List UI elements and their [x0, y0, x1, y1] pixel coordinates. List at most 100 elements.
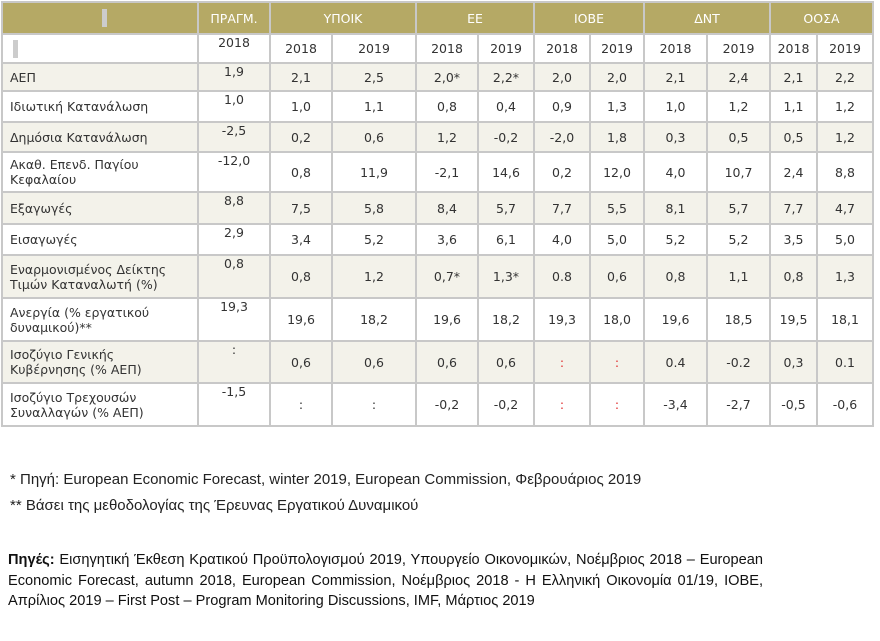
table-cell: 2,1 [269, 62, 333, 92]
table-cell: 2,4 [706, 62, 771, 92]
table-cell: 0,8 [415, 90, 479, 123]
table-cell: 3,5 [769, 223, 818, 256]
table-cell: 19,6 [269, 297, 333, 342]
source-header: ΠΡΑΓΜ. [197, 1, 271, 35]
table-cell: 14,6 [477, 151, 535, 193]
year-header-row: 2018 2018 2019 2018 2019 2018 2019 2018 2019 2018… [1, 33, 874, 64]
table-row: Ανεργία (% εργατικού δυναμικού)** 19,3 19,… [1, 297, 874, 342]
table-cell: 8,8 [197, 191, 271, 225]
year-header: 2019 [477, 33, 535, 64]
table-cell: 4,0 [643, 151, 708, 193]
table-cell: 0,3 [769, 340, 818, 384]
table-row: Εισαγωγές 2,9 3,4 5,2 3,6 6,1 4,0 5,0 5,2 5,2 3,5 5… [1, 223, 874, 256]
table-cell: 1,8 [589, 121, 645, 153]
table-cell: 5,0 [816, 223, 874, 256]
year-header: 2018 [269, 33, 333, 64]
table-cell: : [197, 340, 271, 384]
table-cell: 2,1 [643, 62, 708, 92]
sources-text: Εισηγητική Έκθεση Κρατικού Προϋπολογισμο… [8, 552, 763, 609]
table-cell: 0,5 [706, 121, 771, 153]
table-cell: 2,0* [415, 62, 479, 92]
table-cell: -2,1 [415, 151, 479, 193]
table-cell: 19,5 [769, 297, 818, 342]
table-cell: 5,8 [331, 191, 417, 225]
table-cell: 0.1 [816, 340, 874, 384]
table-cell: 0,5 [769, 121, 818, 153]
table-cell: 11,9 [331, 151, 417, 193]
table-cell: 1,2 [415, 121, 479, 153]
table-cell: : [331, 382, 417, 427]
forecast-table: ΠΡΑΓΜ. ΥΠΟΙΚ ΕΕ ΙΟΒΕ ΔΝΤ ΟΟΣΑ 2018 2018 20… [1, 1, 874, 427]
table-cell: 8,1 [643, 191, 708, 225]
table-cell: 6,1 [477, 223, 535, 256]
table-cell: -0,2 [415, 382, 479, 427]
source-header: ΟΟΣΑ [769, 1, 874, 35]
table-cell: -3,4 [643, 382, 708, 427]
column-grip-icon [102, 9, 107, 27]
table-cell: 12,0 [589, 151, 645, 193]
table-cell: 0,7* [415, 254, 479, 299]
year-header: 2019 [816, 33, 874, 64]
table-cell: 18,0 [589, 297, 645, 342]
table-row: Εξαγωγές 8,8 7,5 5,8 8,4 5,7 7,7 5,5 8,1 5,7 7,7 4,… [1, 191, 874, 225]
table-cell: 0.4 [643, 340, 708, 384]
sources-label: Πηγές: [8, 552, 55, 568]
table-cell: 2,2* [477, 62, 535, 92]
row-label: Εξαγωγές [1, 191, 199, 225]
year-header: 2018 [197, 33, 271, 64]
table-cell: -2,0 [533, 121, 591, 153]
year-header: 2018 [533, 33, 591, 64]
table-cell: -0,2 [477, 382, 535, 427]
table-cell: 0,8 [269, 254, 333, 299]
table-cell: 5,2 [331, 223, 417, 256]
source-header: ΕΕ [415, 1, 535, 35]
table-row: Ακαθ. Επενδ. Παγίου Κεφαλαίου -12,0 0,8 11,… [1, 151, 874, 193]
year-header: 2018 [769, 33, 818, 64]
row-label: Ανεργία (% εργατικού δυναμικού)** [1, 297, 199, 342]
source-header: ΔΝΤ [643, 1, 771, 35]
table-cell: 5,7 [477, 191, 535, 225]
table-cell: 1,0 [269, 90, 333, 123]
table-cell: 8,8 [816, 151, 874, 193]
table-cell: 1,3 [589, 90, 645, 123]
table-cell: 18,1 [816, 297, 874, 342]
table-cell: 4,0 [533, 223, 591, 256]
table-cell: -0,2 [477, 121, 535, 153]
table-cell: 1,1 [331, 90, 417, 123]
table-cell: 5,5 [589, 191, 645, 225]
row-label: Ακαθ. Επενδ. Παγίου Κεφαλαίου [1, 151, 199, 193]
table-cell: 2,0 [589, 62, 645, 92]
table-row: Ισοζύγιο Τρεχουσών Συναλλαγών (% ΑΕΠ) -1,… [1, 382, 874, 427]
table-cell: -0,5 [769, 382, 818, 427]
table-cell: 0,2 [269, 121, 333, 153]
table-cell: 2,5 [331, 62, 417, 92]
table-cell: 18,2 [477, 297, 535, 342]
table-cell: 0,6 [477, 340, 535, 384]
table-cell: 1,3* [477, 254, 535, 299]
table-cell: 3,4 [269, 223, 333, 256]
table-cell: 19,3 [533, 297, 591, 342]
year-header: 2019 [589, 33, 645, 64]
table-cell: -0,6 [816, 382, 874, 427]
row-label: Δημόσια Κατανάλωση [1, 121, 199, 153]
row-label: Ισοζύγιο Γενικής Κυβέρνησης (% ΑΕΠ) [1, 340, 199, 384]
table-cell: 7,7 [769, 191, 818, 225]
table-cell: 1,2 [816, 90, 874, 123]
table-row: ΑΕΠ 1,9 2,1 2,5 2,0* 2,2* 2,0 2,0 2,1 2,4 2,1 2,2 [1, 62, 874, 92]
sources-paragraph: Πηγές: Εισηγητική Έκθεση Κρατικού Προϋπο… [8, 550, 763, 612]
table-cell: -0.2 [706, 340, 771, 384]
table-cell: 19,6 [415, 297, 479, 342]
table-cell: 0,8 [769, 254, 818, 299]
table-cell: 0,8 [197, 254, 271, 299]
table-cell: 0,6 [589, 254, 645, 299]
table-row: Δημόσια Κατανάλωση -2,5 0,2 0,6 1,2 -0,2 -2,0 1… [1, 121, 874, 153]
table-cell: 1,9 [197, 62, 271, 92]
table-cell: 8,4 [415, 191, 479, 225]
table-cell: 1,2 [331, 254, 417, 299]
table-cell: 5,2 [643, 223, 708, 256]
table-cell: 5,7 [706, 191, 771, 225]
table-cell: 0,4 [477, 90, 535, 123]
table-cell: 1,0 [643, 90, 708, 123]
table-cell: 1,1 [706, 254, 771, 299]
row-label: Ιδιωτική Κατανάλωση [1, 90, 199, 123]
